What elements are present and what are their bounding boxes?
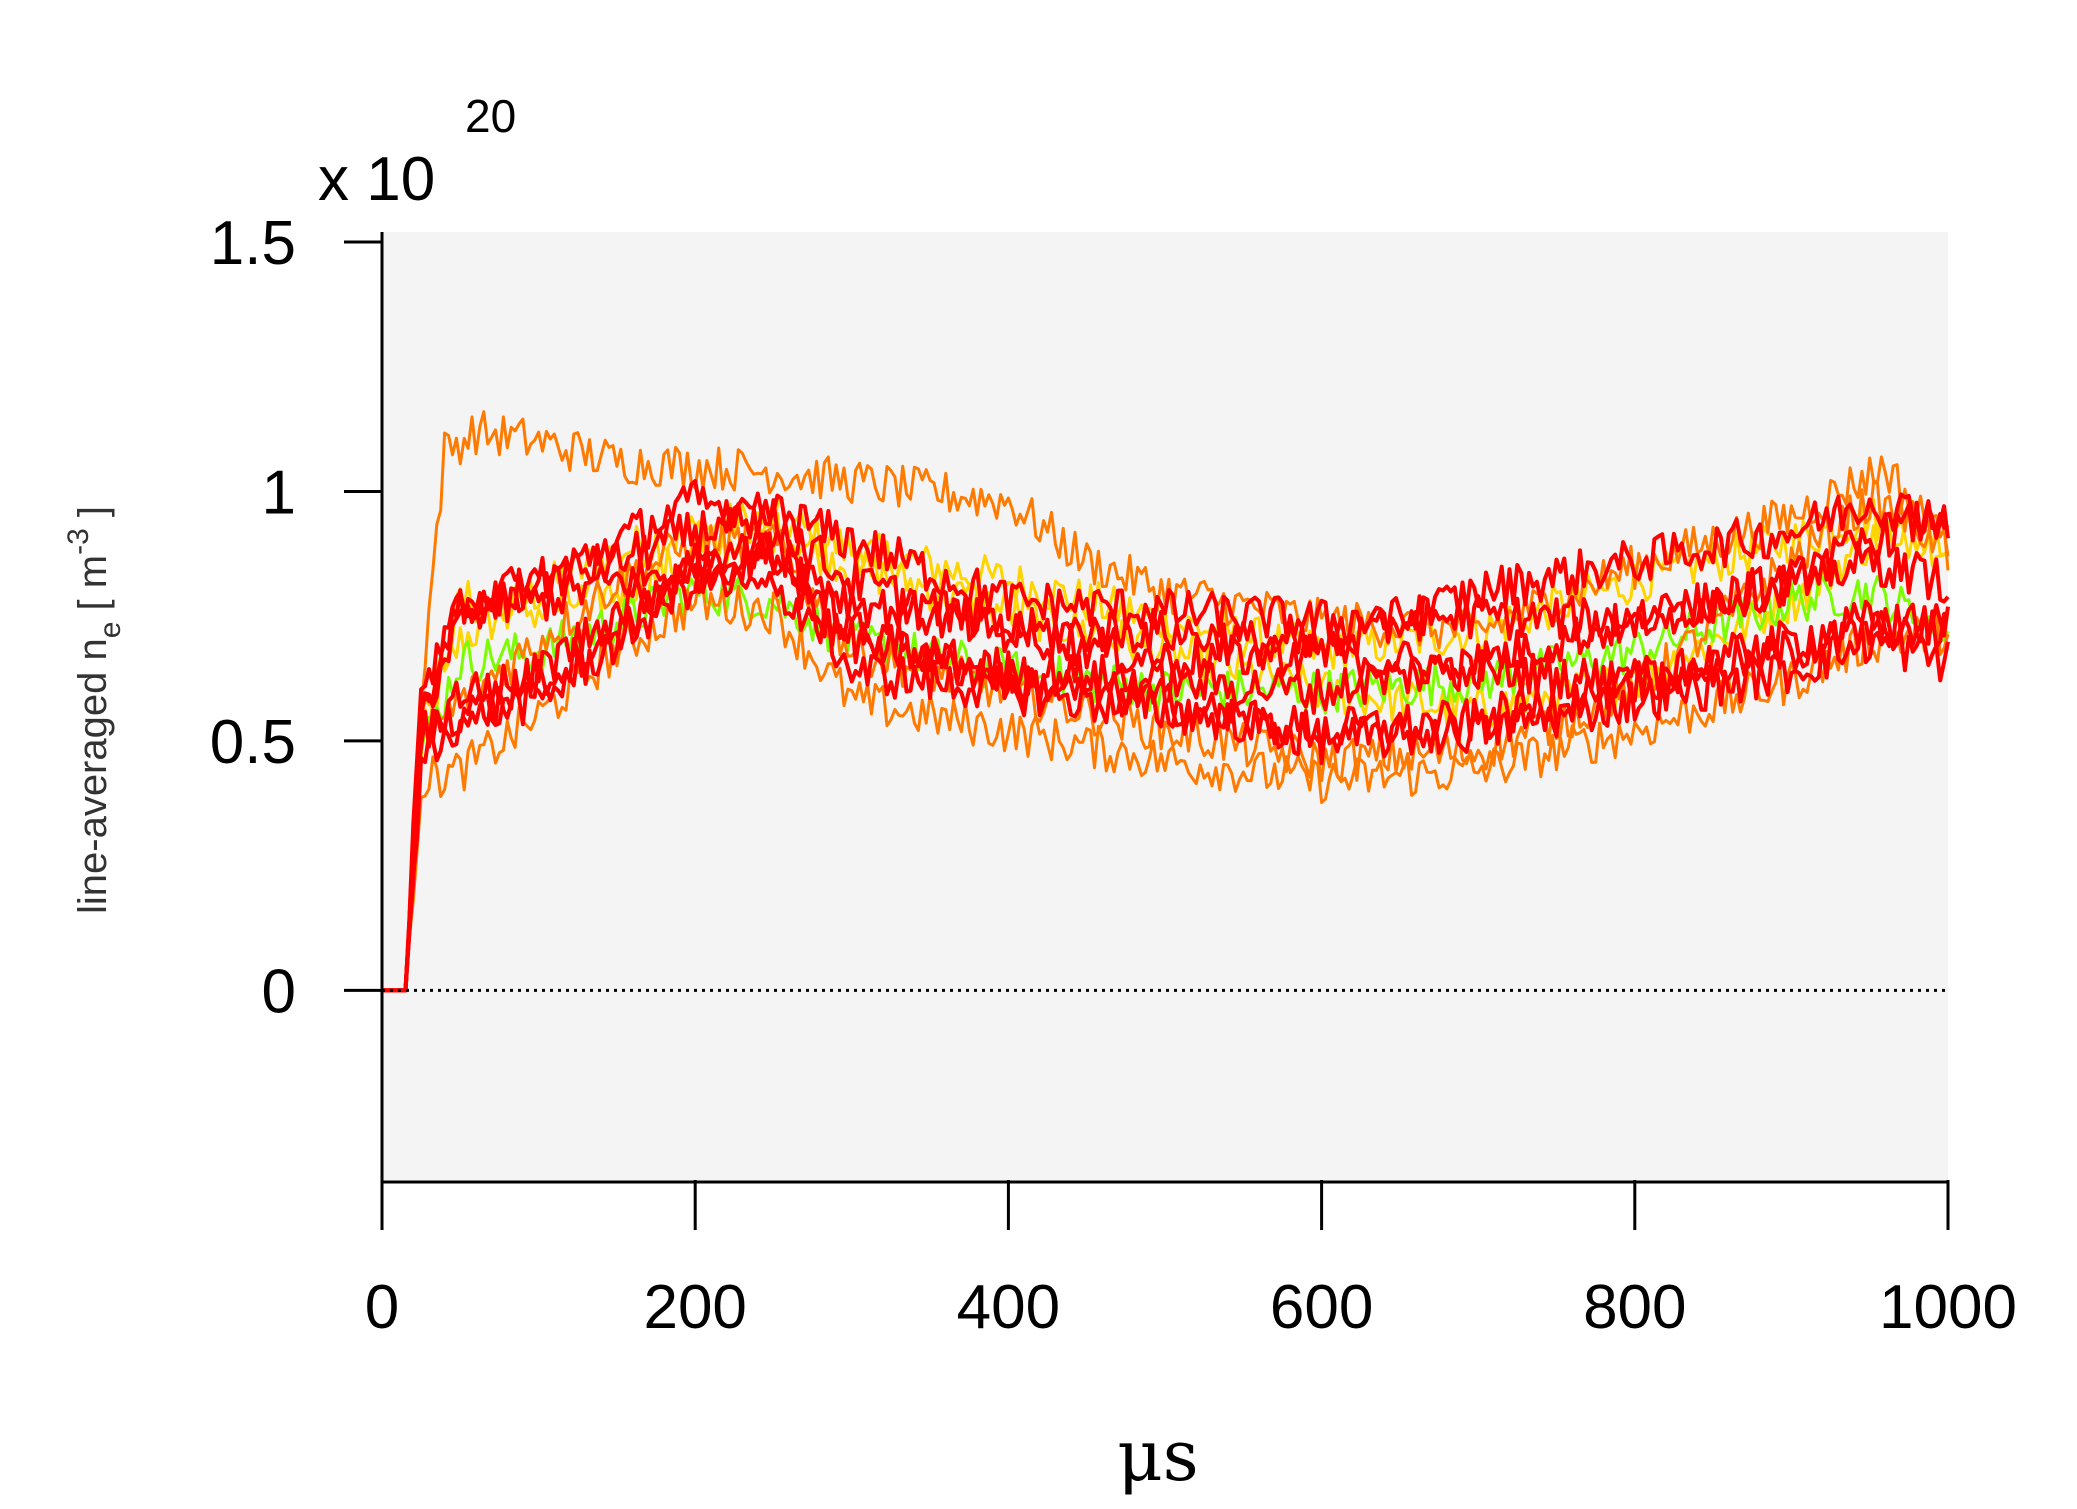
series-line-5	[382, 579, 1950, 992]
x-tick-label-3: 600	[1270, 1273, 1373, 1342]
y-axis-label-close: ]	[71, 506, 115, 528]
series-layer	[382, 410, 1950, 993]
series-line-11	[382, 479, 1950, 993]
y-multiplier-exponent: 20	[465, 90, 516, 142]
series-line-12	[382, 524, 1950, 993]
x-tick-label-0: 0	[365, 1273, 399, 1342]
x-tick-label-1: 200	[643, 1273, 746, 1342]
x-tick-label-4: 800	[1583, 1273, 1686, 1342]
y-tick-label-2: 1	[262, 458, 296, 527]
y-multiplier-base: x 10	[318, 145, 435, 214]
y-axis-label-unit: [ m	[71, 555, 115, 622]
y-axis-label-main: line-averaged n	[71, 638, 115, 914]
x-tick-label-5: 1000	[1879, 1273, 2017, 1342]
y-tick-label-0: 0	[262, 957, 296, 1026]
series-line-10	[382, 540, 1950, 993]
y-axis-label: line-averaged ne [ m-3 ]	[62, 506, 127, 914]
axis-layer: 0 0.5 1 1.5 0 200 400 600 800 1000	[210, 209, 2017, 1342]
x-axis-label: μs	[1117, 1415, 1198, 1497]
y-axis-label-sub: e	[94, 622, 127, 639]
y-tick-label-3: 1.5	[210, 209, 296, 278]
y-axis-label-sup: -3	[62, 528, 95, 555]
x-tick-label-2: 400	[957, 1273, 1060, 1342]
y-tick-label-1: 0.5	[210, 708, 296, 777]
y-multiplier: x 10	[318, 145, 435, 214]
svg-text:line-averaged ne [ m-3 ]: line-averaged ne [ m-3 ]	[62, 506, 127, 914]
